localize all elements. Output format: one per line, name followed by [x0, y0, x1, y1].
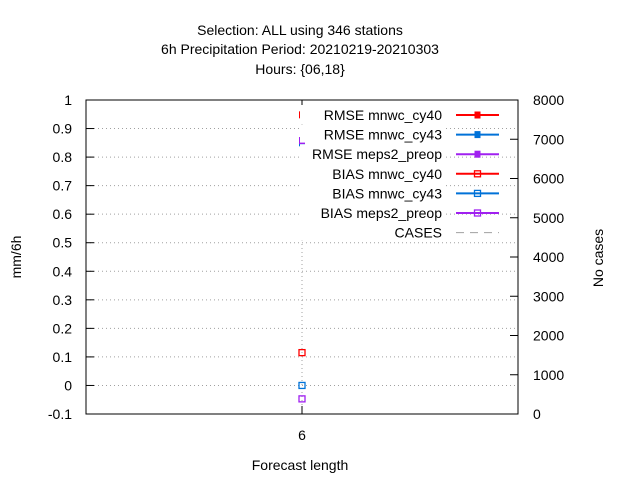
y-tick-label: 0: [64, 377, 72, 393]
y2-tick-label: 5000: [533, 210, 564, 226]
legend-label: RMSE mnwc_cy40: [324, 107, 442, 123]
legend-label: RMSE mnwc_cy43: [324, 127, 442, 143]
y-axis-label: mm/6h: [8, 236, 24, 279]
y-tick-label: 0.6: [53, 206, 73, 222]
y-tick-label: 1: [64, 92, 72, 108]
axis-ticks: -0.1 0 0.1 0.2 0.3 0.4 0.5 0.6 0.7 0.8 0.9 1 0 1000 20…: [48, 92, 564, 443]
y-tick-label: 0.9: [53, 121, 73, 137]
title-line-3: Hours: {06,18}: [255, 61, 345, 77]
x-tick-label: 6: [298, 427, 306, 443]
legend-label: CASES: [395, 225, 442, 241]
legend-marker: [473, 209, 482, 217]
legend-marker: [474, 150, 481, 158]
title-line-1: Selection: ALL using 346 stations: [197, 22, 403, 38]
y-tick-label: 0.8: [53, 149, 73, 165]
y-tick-label: 0.7: [53, 178, 73, 194]
title-line-2: 6h Precipitation Period: 20210219-202103…: [161, 41, 439, 57]
legend-backdrop: [300, 163, 445, 182]
y-tick-label: 0.2: [53, 320, 73, 336]
point-bias-mnwc-cy40: [298, 348, 306, 357]
y-tick-label: 0.3: [53, 292, 73, 308]
legend-backdrop: [300, 203, 445, 221]
y2-tick-label: 0: [533, 406, 541, 422]
legend-backdrop: [300, 222, 445, 241]
legend-marker: [474, 131, 481, 139]
legend: RMSE mnwc_cy40 RMSE mnwc_cy43 RMSE meps2_p…: [300, 105, 499, 241]
chart-title: Selection: ALL using 346 stations 6h Pre…: [161, 22, 439, 77]
legend-backdrop: [300, 183, 445, 202]
legend-marker: [474, 111, 481, 119]
y2-tick-label: 1000: [533, 367, 564, 383]
point-bias-meps2-preop: [298, 395, 306, 403]
point-bias-mnwc-cy43: [298, 381, 306, 390]
y2-tick-label: 4000: [533, 249, 564, 265]
legend-label: BIAS mnwc_cy40: [332, 166, 442, 182]
legend-label: RMSE meps2_preop: [312, 146, 442, 162]
legend-label: BIAS meps2_preop: [321, 205, 443, 221]
y2-tick-label: 6000: [533, 171, 564, 187]
y2-tick-label: 3000: [533, 288, 564, 304]
y-tick-label: 0.4: [53, 263, 73, 279]
legend-backdrop: [300, 144, 445, 163]
y-tick-label: 0.1: [53, 349, 73, 365]
y-tick-label: -0.1: [48, 406, 72, 422]
legend-backdrop: [300, 124, 445, 143]
x-axis-label: Forecast length: [252, 457, 349, 473]
y2-tick-label: 7000: [533, 131, 564, 147]
legend-marker: [473, 189, 482, 198]
y2-axis-label: No cases: [590, 229, 606, 287]
legend-backdrop: [300, 105, 445, 123]
y2-tick-label: 8000: [533, 92, 564, 108]
legend-label: BIAS mnwc_cy43: [332, 185, 442, 201]
y-tick-label: 0.5: [53, 235, 73, 251]
y2-tick-label: 2000: [533, 328, 564, 344]
legend-marker: [473, 170, 482, 178]
